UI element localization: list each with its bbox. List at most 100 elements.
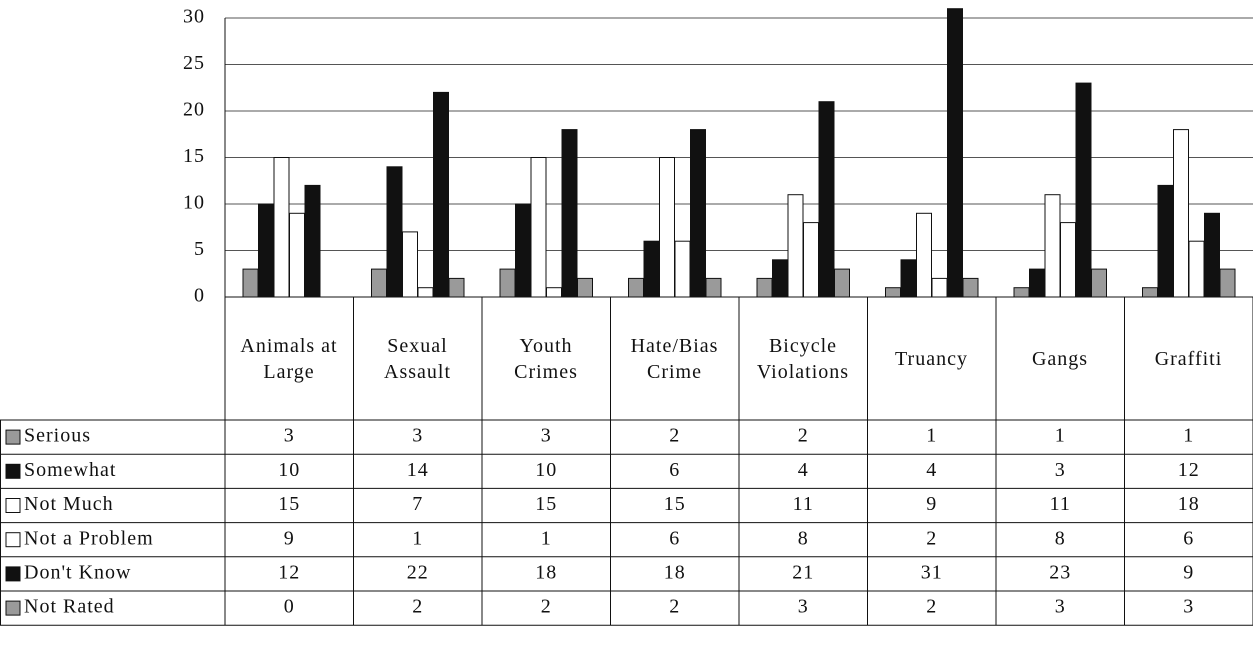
bar <box>818 101 835 298</box>
bar <box>289 212 305 298</box>
bar <box>304 184 321 298</box>
table-value: 1 <box>541 527 552 549</box>
y-tick-label: 15 <box>183 145 205 167</box>
bar <box>628 277 644 298</box>
x-tick-label: Youth Crimes <box>514 334 578 383</box>
table-value: 15 <box>664 493 686 515</box>
bar <box>885 287 901 298</box>
bar <box>546 287 562 298</box>
bar <box>931 277 948 298</box>
bar <box>433 91 449 298</box>
category-cell: Truancy <box>895 347 968 370</box>
category-cell: Sexual Assault <box>384 334 451 383</box>
bar <box>515 203 531 298</box>
table-value: 0 <box>284 596 295 618</box>
category-cell: Graffiti <box>1154 347 1223 370</box>
table-value: 3 <box>1183 596 1194 618</box>
table-value: 9 <box>926 493 937 515</box>
bar <box>1091 268 1107 298</box>
table-value: 21 <box>792 561 814 583</box>
table-value: 23 <box>1049 561 1071 583</box>
x-tick-label: Sexual Assault <box>384 334 451 383</box>
legend-label: Don't Know <box>24 561 132 583</box>
table-value: 8 <box>1055 527 1066 549</box>
legend-swatch <box>5 600 21 616</box>
bar <box>916 212 932 298</box>
table-value: 1 <box>1183 425 1194 447</box>
category-cell: Animals at Large <box>240 334 338 383</box>
table-value: 6 <box>669 527 680 549</box>
x-tick-label: Graffiti <box>1154 347 1223 370</box>
table-value: 4 <box>798 459 809 481</box>
table-value: 4 <box>926 459 937 481</box>
x-tick-label: Hate/Bias Crime <box>630 334 719 383</box>
table-value: 22 <box>407 561 429 583</box>
legend-swatch <box>5 566 21 582</box>
table-value: 2 <box>926 596 937 618</box>
bar <box>756 277 773 298</box>
table-value: 14 <box>407 459 429 481</box>
bar <box>371 268 387 298</box>
bar <box>1219 268 1236 298</box>
bar <box>1157 184 1174 298</box>
legend-label: Not Rated <box>24 596 115 618</box>
bar <box>530 157 547 298</box>
table-value: 11 <box>1050 493 1071 515</box>
table-value: 2 <box>541 596 552 618</box>
table-value: 2 <box>412 596 423 618</box>
bar <box>577 277 593 298</box>
table-value: 1 <box>412 527 423 549</box>
legend-label: Serious <box>24 425 91 447</box>
bar <box>242 268 259 298</box>
table-value: 1 <box>926 425 937 447</box>
x-tick-label: Bicycle Violations <box>756 334 850 383</box>
category-cell: Youth Crimes <box>514 334 578 383</box>
legend-swatch <box>5 429 21 445</box>
table-value: 10 <box>278 459 300 481</box>
table-value: 9 <box>284 527 295 549</box>
table-value: 3 <box>1055 459 1066 481</box>
y-tick-label: 10 <box>183 192 205 214</box>
legend-swatch <box>5 532 21 548</box>
table-value: 6 <box>669 459 680 481</box>
bar <box>448 277 465 298</box>
bar <box>1142 287 1158 298</box>
y-tick-label: 5 <box>194 238 205 260</box>
bar <box>1029 268 1045 298</box>
bar <box>1044 194 1061 298</box>
bar <box>1204 212 1220 298</box>
category-cell: Bicycle Violations <box>756 334 850 383</box>
table-value: 9 <box>1183 561 1194 583</box>
bar <box>273 157 290 298</box>
x-tick-label: Truancy <box>895 347 968 370</box>
table-value: 3 <box>798 596 809 618</box>
table-value: 18 <box>664 561 686 583</box>
table-value: 10 <box>535 459 557 481</box>
legend-swatch <box>5 463 21 479</box>
bar <box>258 203 274 298</box>
legend-label: Somewhat <box>24 459 116 481</box>
bar <box>947 8 963 298</box>
table-value: 3 <box>541 425 552 447</box>
y-tick-label: 25 <box>183 52 205 74</box>
bar <box>690 129 706 298</box>
bar <box>962 277 979 298</box>
table-value: 7 <box>412 493 423 515</box>
bar <box>499 268 516 298</box>
table-value: 18 <box>535 561 557 583</box>
bar <box>1173 129 1189 298</box>
table-value: 3 <box>284 425 295 447</box>
table-value: 1 <box>1055 425 1066 447</box>
table-value: 11 <box>793 493 814 515</box>
x-tick-label: Animals at Large <box>240 334 338 383</box>
y-tick-label: 20 <box>183 99 205 121</box>
bar <box>1013 287 1030 298</box>
table-value: 2 <box>926 527 937 549</box>
legend-label: Not Much <box>24 493 114 515</box>
bar <box>417 287 434 298</box>
table-value: 18 <box>1178 493 1200 515</box>
bar <box>705 277 722 298</box>
x-tick-label: Gangs <box>1031 347 1089 370</box>
bar <box>1188 240 1205 298</box>
